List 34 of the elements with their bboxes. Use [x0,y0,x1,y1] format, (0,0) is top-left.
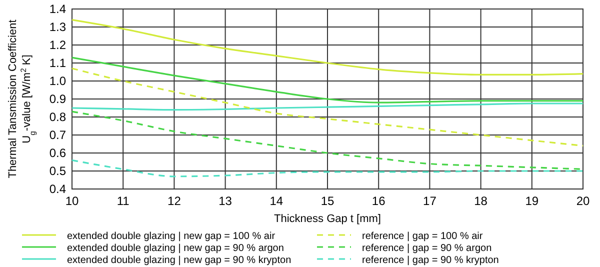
x-tick-label: 19 [525,194,539,208]
line-series [71,19,584,76]
x-tick-label: 17 [423,194,437,208]
y-tick-label: 0.6 [49,146,66,160]
y-tick-label: 1.2 [49,38,66,52]
line-series [71,102,584,111]
line-series [71,159,584,178]
legend-label: extended double glazing | new gap = 90 % argon [67,243,284,254]
line-series [71,68,584,147]
y-tick-label: 1.4 [49,2,66,16]
line-series [71,56,584,104]
y-tick-label: 0.9 [49,92,66,106]
x-tick-label: 12 [168,194,182,208]
legend-label: reference | gap = 90 % argon [362,243,492,254]
y-tick-label: 0.4 [49,182,66,196]
y-tick-label: 0.7 [49,128,66,142]
y-tick-label: 0.8 [49,110,66,124]
legend-label: reference | gap = 100 % air [362,231,484,242]
x-tick-label: 20 [576,194,590,208]
y-tick-label: 1.3 [49,20,66,34]
x-axis-title: Thickness Gap t [mm] [274,213,381,225]
x-tick-label: 16 [372,194,386,208]
legend-label: extended double glazing | new gap = 90 % krypton [67,255,292,266]
legend-label: reference | gap = 90 % krypton [362,255,499,266]
x-tick-label: 11 [116,194,130,208]
x-tick-label: 13 [218,194,232,208]
x-tick-label: 14 [270,194,284,208]
y-tick-label: 1.1 [49,56,66,70]
legend-label: extended double glazing | new gap = 100 % air [67,231,276,242]
y-tick-label: 1.0 [49,74,66,88]
x-tick-label: 10 [65,194,79,208]
y-tick-label: 0.5 [49,164,66,178]
x-tick-label: 18 [474,194,488,208]
x-tick-label: 15 [320,194,334,208]
